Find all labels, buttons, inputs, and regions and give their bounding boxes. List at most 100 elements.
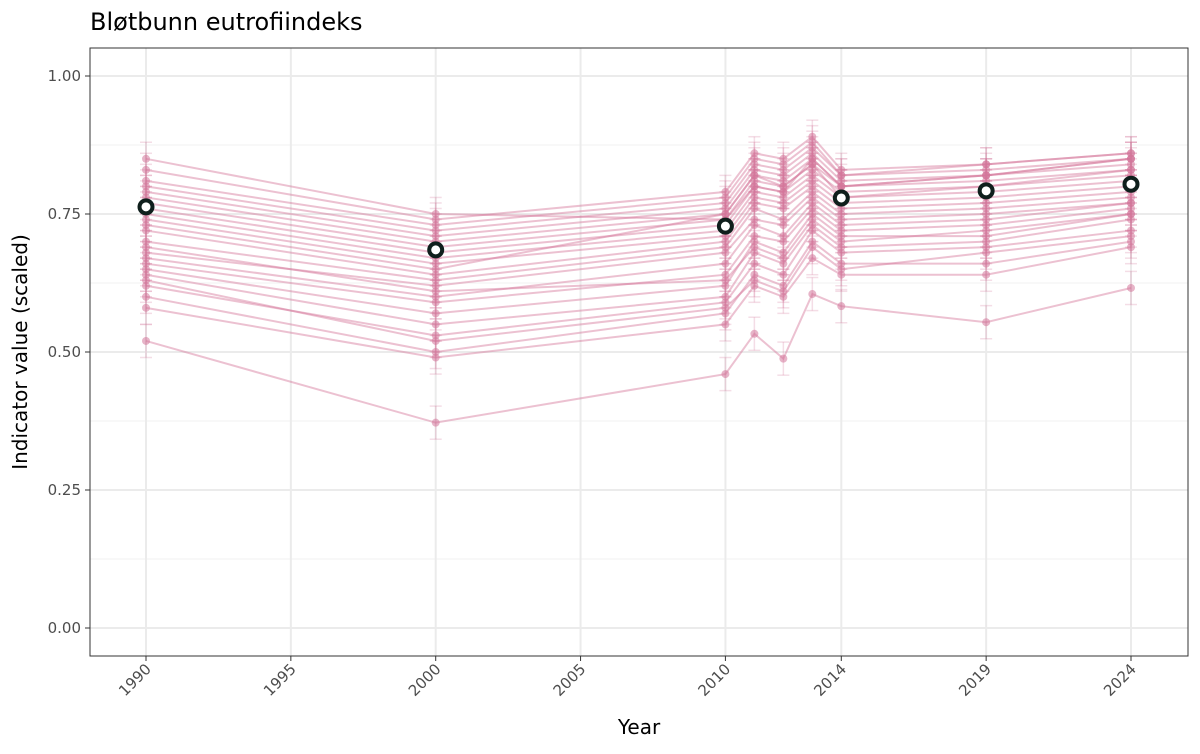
data-point [721,237,730,246]
data-point [750,270,759,279]
data-point [431,276,440,285]
data-point [431,298,440,307]
data-point [982,232,991,241]
x-tick-label: 2000 [405,660,445,700]
data-point [779,187,788,196]
data-point [808,243,817,252]
x-axis-label: Year [617,715,661,739]
series-s3 [140,224,1137,370]
data-point [721,281,730,290]
data-point [431,336,440,345]
data-point [142,182,150,191]
data-point [750,232,759,241]
data-point [779,221,788,230]
data-point [779,160,788,169]
series-s23 [140,218,1137,359]
data-point [142,237,150,246]
data-point [142,265,150,274]
data-point [779,198,788,207]
data-point [982,248,991,257]
data-point [431,265,440,274]
data-point [808,182,817,191]
y-tick-label: 1.00 [48,67,81,85]
data-point [142,248,150,257]
data-point [837,237,846,246]
data-point [837,259,846,268]
data-point [837,171,846,180]
data-point [142,165,150,174]
data-point [431,270,440,279]
data-point [779,182,788,191]
data-point [808,187,817,196]
data-point [431,418,440,427]
data-point [750,248,759,257]
data-point [1127,193,1135,202]
data-point [1127,210,1135,218]
axes: 0.00 0.25 0.50 0.75 1.00 1990 1995 2000 2005 2010… [48,67,1140,700]
data-point [750,182,759,191]
mean-point [427,241,445,259]
data-point [837,226,846,235]
chart-title: Bløtbunn eutrofiindeks [90,8,363,36]
data-point [431,259,440,268]
data-point [982,198,991,207]
data-point [721,198,730,207]
data-point [837,165,846,174]
data-point [837,265,846,274]
data-point [837,270,846,279]
data-point [982,221,991,230]
data-point [142,254,150,263]
data-point [142,226,150,235]
data-point [808,290,817,299]
data-point [779,281,788,290]
data-point [779,193,788,202]
data-point [808,254,817,263]
data-point [750,329,759,338]
data-point [837,215,846,224]
series-s24 [140,147,1137,287]
data-point [779,154,788,163]
data-point [142,215,150,224]
data-point [982,270,991,279]
y-tick-label: 0.50 [48,343,81,361]
data-point [779,354,788,363]
data-point [142,292,150,301]
data-point [142,336,150,345]
data-point [142,243,150,252]
data-point [779,248,788,257]
mean-point [1122,175,1140,193]
series-s22 [140,196,1137,309]
data-point [808,176,817,185]
data-point [982,204,991,213]
x-tick-label: 1995 [260,660,300,700]
data-point [750,193,759,202]
data-point [837,302,846,311]
data-point [808,171,817,180]
data-point [1127,149,1135,158]
data-point [837,204,846,213]
data-point [808,165,817,174]
data-point [808,204,817,213]
y-tick-label: 0.25 [48,481,81,499]
series-s1 [140,270,1137,440]
data-point [1127,165,1135,174]
data-point [837,182,846,191]
data-point [1127,243,1135,252]
data-point [1127,283,1135,292]
data-point [779,259,788,268]
data-point [1127,215,1135,224]
data-point [721,248,730,257]
y-tick-label: 0.75 [48,205,81,223]
data-point [721,370,730,379]
data-point [779,254,788,263]
data-point [837,221,846,230]
data-point [750,276,759,285]
data-point [837,248,846,257]
data-point [721,303,730,312]
data-point [750,154,759,163]
data-point [1127,204,1135,213]
data-point [750,149,759,158]
data-point [837,243,846,252]
data-point [431,309,440,318]
data-point [1127,154,1135,163]
